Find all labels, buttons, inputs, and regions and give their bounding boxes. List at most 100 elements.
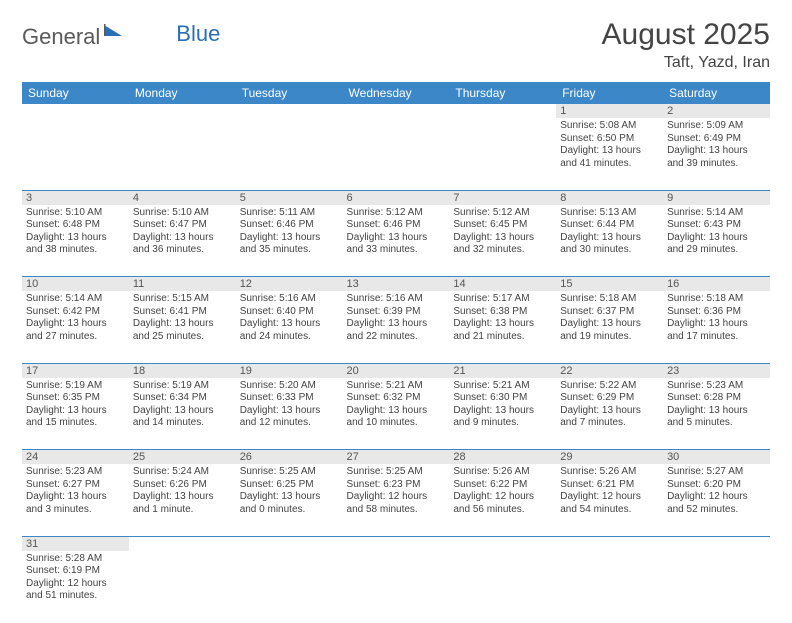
sunrise-text: Sunrise: 5:19 AM (26, 380, 125, 393)
sunrise-text: Sunrise: 5:24 AM (133, 466, 232, 479)
daylight-text: Daylight: 13 hours and 15 minutes. (26, 405, 125, 430)
sunrise-text: Sunrise: 5:26 AM (560, 466, 659, 479)
daylight-text: Daylight: 13 hours and 33 minutes. (347, 232, 446, 257)
day-number (129, 104, 236, 118)
day-content-row: Sunrise: 5:14 AMSunset: 6:42 PMDaylight:… (22, 291, 770, 363)
day-details: Sunrise: 5:25 AMSunset: 6:23 PMDaylight:… (347, 466, 446, 516)
day-number (663, 536, 770, 551)
day-number: 31 (22, 536, 129, 551)
day-cell: Sunrise: 5:21 AMSunset: 6:30 PMDaylight:… (449, 378, 556, 450)
day-number (343, 536, 450, 551)
day-details: Sunrise: 5:12 AMSunset: 6:45 PMDaylight:… (453, 207, 552, 257)
day-cell: Sunrise: 5:12 AMSunset: 6:45 PMDaylight:… (449, 205, 556, 277)
day-cell: Sunrise: 5:17 AMSunset: 6:38 PMDaylight:… (449, 291, 556, 363)
day-number: 20 (343, 363, 450, 378)
sunset-text: Sunset: 6:34 PM (133, 392, 232, 405)
flag-icon (104, 22, 124, 43)
title-block: August 2025 Taft, Yazd, Iran (602, 18, 770, 72)
day-cell: Sunrise: 5:18 AMSunset: 6:37 PMDaylight:… (556, 291, 663, 363)
sunrise-text: Sunrise: 5:28 AM (26, 553, 125, 566)
daylight-text: Daylight: 13 hours and 19 minutes. (560, 318, 659, 343)
daylight-text: Daylight: 13 hours and 22 minutes. (347, 318, 446, 343)
sunrise-text: Sunrise: 5:12 AM (347, 207, 446, 220)
day-cell: Sunrise: 5:24 AMSunset: 6:26 PMDaylight:… (129, 464, 236, 536)
day-cell: Sunrise: 5:26 AMSunset: 6:21 PMDaylight:… (556, 464, 663, 536)
daylight-text: Daylight: 13 hours and 30 minutes. (560, 232, 659, 257)
day-cell: Sunrise: 5:10 AMSunset: 6:47 PMDaylight:… (129, 205, 236, 277)
day-details: Sunrise: 5:13 AMSunset: 6:44 PMDaylight:… (560, 207, 659, 257)
day-number (449, 536, 556, 551)
sunset-text: Sunset: 6:28 PM (667, 392, 766, 405)
day-cell: Sunrise: 5:19 AMSunset: 6:34 PMDaylight:… (129, 378, 236, 450)
sunset-text: Sunset: 6:49 PM (667, 133, 766, 146)
sunset-text: Sunset: 6:46 PM (240, 219, 339, 232)
col-saturday: Saturday (663, 82, 770, 104)
daynum-row: 12 (22, 104, 770, 118)
day-cell: Sunrise: 5:19 AMSunset: 6:35 PMDaylight:… (22, 378, 129, 450)
sunrise-text: Sunrise: 5:10 AM (133, 207, 232, 220)
daylight-text: Daylight: 13 hours and 0 minutes. (240, 491, 339, 516)
day-number (556, 536, 663, 551)
sunset-text: Sunset: 6:39 PM (347, 306, 446, 319)
day-number: 13 (343, 277, 450, 292)
day-details: Sunrise: 5:14 AMSunset: 6:43 PMDaylight:… (667, 207, 766, 257)
day-number: 22 (556, 363, 663, 378)
daylight-text: Daylight: 12 hours and 58 minutes. (347, 491, 446, 516)
sunset-text: Sunset: 6:41 PM (133, 306, 232, 319)
day-cell: Sunrise: 5:12 AMSunset: 6:46 PMDaylight:… (343, 205, 450, 277)
day-cell: Sunrise: 5:16 AMSunset: 6:40 PMDaylight:… (236, 291, 343, 363)
day-number: 10 (22, 277, 129, 292)
sunset-text: Sunset: 6:23 PM (347, 479, 446, 492)
sunrise-text: Sunrise: 5:16 AM (240, 293, 339, 306)
day-number: 1 (556, 104, 663, 118)
daylight-text: Daylight: 13 hours and 14 minutes. (133, 405, 232, 430)
sunrise-text: Sunrise: 5:09 AM (667, 120, 766, 133)
logo-text-blue: Blue (176, 21, 220, 47)
daylight-text: Daylight: 12 hours and 51 minutes. (26, 578, 125, 603)
col-friday: Friday (556, 82, 663, 104)
day-cell: Sunrise: 5:26 AMSunset: 6:22 PMDaylight:… (449, 464, 556, 536)
day-number: 26 (236, 450, 343, 465)
day-number (449, 104, 556, 118)
sunrise-text: Sunrise: 5:11 AM (240, 207, 339, 220)
sunrise-text: Sunrise: 5:19 AM (133, 380, 232, 393)
daylight-text: Daylight: 13 hours and 41 minutes. (560, 145, 659, 170)
daynum-row: 24252627282930 (22, 450, 770, 465)
sunrise-text: Sunrise: 5:25 AM (347, 466, 446, 479)
sunset-text: Sunset: 6:32 PM (347, 392, 446, 405)
sunset-text: Sunset: 6:44 PM (560, 219, 659, 232)
header: General Blue August 2025 Taft, Yazd, Ira… (22, 18, 770, 72)
day-cell: Sunrise: 5:23 AMSunset: 6:27 PMDaylight:… (22, 464, 129, 536)
sunset-text: Sunset: 6:46 PM (347, 219, 446, 232)
day-cell: Sunrise: 5:15 AMSunset: 6:41 PMDaylight:… (129, 291, 236, 363)
day-content-row: Sunrise: 5:19 AMSunset: 6:35 PMDaylight:… (22, 378, 770, 450)
calendar-table: Sunday Monday Tuesday Wednesday Thursday… (22, 82, 770, 623)
day-number: 18 (129, 363, 236, 378)
day-cell: Sunrise: 5:10 AMSunset: 6:48 PMDaylight:… (22, 205, 129, 277)
day-details: Sunrise: 5:16 AMSunset: 6:40 PMDaylight:… (240, 293, 339, 343)
sunset-text: Sunset: 6:21 PM (560, 479, 659, 492)
day-cell: Sunrise: 5:11 AMSunset: 6:46 PMDaylight:… (236, 205, 343, 277)
day-cell: Sunrise: 5:25 AMSunset: 6:23 PMDaylight:… (343, 464, 450, 536)
day-number: 4 (129, 190, 236, 205)
col-thursday: Thursday (449, 82, 556, 104)
day-details: Sunrise: 5:26 AMSunset: 6:22 PMDaylight:… (453, 466, 552, 516)
sunset-text: Sunset: 6:19 PM (26, 565, 125, 578)
sunrise-text: Sunrise: 5:21 AM (453, 380, 552, 393)
daylight-text: Daylight: 13 hours and 38 minutes. (26, 232, 125, 257)
day-details: Sunrise: 5:10 AMSunset: 6:48 PMDaylight:… (26, 207, 125, 257)
sunrise-text: Sunrise: 5:23 AM (26, 466, 125, 479)
daylight-text: Daylight: 13 hours and 27 minutes. (26, 318, 125, 343)
sunset-text: Sunset: 6:20 PM (667, 479, 766, 492)
day-number (343, 104, 450, 118)
day-details: Sunrise: 5:12 AMSunset: 6:46 PMDaylight:… (347, 207, 446, 257)
day-cell: Sunrise: 5:14 AMSunset: 6:43 PMDaylight:… (663, 205, 770, 277)
day-cell: Sunrise: 5:23 AMSunset: 6:28 PMDaylight:… (663, 378, 770, 450)
day-details: Sunrise: 5:11 AMSunset: 6:46 PMDaylight:… (240, 207, 339, 257)
sunrise-text: Sunrise: 5:14 AM (667, 207, 766, 220)
day-number: 24 (22, 450, 129, 465)
sunrise-text: Sunrise: 5:18 AM (560, 293, 659, 306)
sunset-text: Sunset: 6:25 PM (240, 479, 339, 492)
day-cell (22, 118, 129, 190)
day-details: Sunrise: 5:10 AMSunset: 6:47 PMDaylight:… (133, 207, 232, 257)
